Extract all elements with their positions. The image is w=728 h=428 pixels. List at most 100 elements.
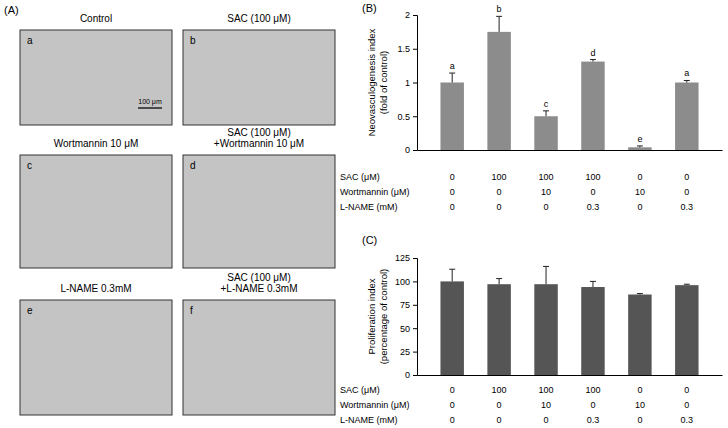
- axis-title: Proliferation index: [366, 278, 377, 354]
- table-value: 0: [497, 202, 502, 212]
- tick-mark: [413, 281, 417, 282]
- micrograph: [183, 300, 335, 415]
- tick: 1: [405, 78, 417, 88]
- table-label: Wortmannin (μM): [340, 400, 410, 410]
- image-panel: SAC (100 μM)b: [183, 13, 335, 125]
- plot-area: [440, 266, 698, 375]
- table-value: 100: [492, 172, 507, 182]
- tick-label: 1.5: [397, 44, 410, 54]
- tick: 100: [395, 277, 417, 287]
- image-letter: c: [27, 160, 32, 171]
- y-axis: 0255075100125: [395, 253, 418, 380]
- table-value: 0: [450, 172, 455, 182]
- axis-line: [413, 16, 418, 151]
- table-label: L-NAME (mM): [340, 415, 398, 425]
- table-label: L-NAME (mM): [340, 202, 398, 212]
- image-panel: Controla100 μm: [20, 13, 172, 125]
- error-bar: [684, 284, 690, 286]
- table-value: 100: [492, 385, 507, 395]
- micrograph: [20, 30, 172, 125]
- error-bar: [496, 16, 502, 32]
- significance-letter: a: [450, 61, 455, 71]
- tick-label: 0.5: [397, 112, 410, 122]
- table-value: 100: [539, 385, 554, 395]
- axis-line: [418, 150, 723, 151]
- table-value: 0: [590, 187, 595, 197]
- tick-label: 100: [395, 277, 410, 287]
- tick-mark: [413, 258, 417, 259]
- error-bar: [543, 111, 549, 116]
- y-axis: 00.511.52: [397, 10, 417, 155]
- significance-letter: d: [590, 48, 595, 58]
- error-cap: [496, 16, 502, 17]
- table-value: 0: [684, 172, 689, 182]
- axis-title: (fold of control): [378, 51, 389, 114]
- table-value: 0: [450, 385, 455, 395]
- table-value: 0: [497, 415, 502, 425]
- tick-mark: [413, 116, 417, 117]
- image-title: +Wortmannin 10 μM: [214, 138, 304, 149]
- significance-letter: e: [637, 134, 642, 144]
- image-letter: f: [190, 305, 193, 316]
- tick-label: 1: [405, 78, 410, 88]
- tick: 0: [405, 145, 417, 155]
- axis-title: Neovasculogenesis index: [366, 28, 377, 136]
- table-value: 0: [684, 400, 689, 410]
- bar: [628, 147, 651, 150]
- table-value: 10: [541, 187, 551, 197]
- tick-mark: [413, 328, 417, 329]
- bar: [675, 285, 698, 375]
- table-value: 100: [585, 385, 600, 395]
- table-value: 10: [635, 187, 645, 197]
- table-value: 0.3: [587, 202, 600, 212]
- error-bar: [590, 60, 596, 62]
- error-bar: [449, 269, 455, 281]
- error-stem: [592, 281, 593, 287]
- tick: 1.5: [397, 44, 417, 54]
- chart: (B)Neovasculogenesis index(fold of contr…: [340, 2, 723, 212]
- error-bar: [684, 80, 690, 82]
- table-value: 0.3: [681, 202, 694, 212]
- table-value: 0: [637, 172, 642, 182]
- error-bar: [590, 281, 596, 287]
- bar: [581, 287, 604, 375]
- error-cap: [637, 145, 643, 146]
- table-value: 0.3: [681, 415, 694, 425]
- table-value: 0: [450, 415, 455, 425]
- table-value: 100: [585, 172, 600, 182]
- tick-label: 25: [400, 347, 410, 357]
- image-panel: SAC (100 μM)+Wortmannin 10 μMd: [183, 127, 335, 268]
- error-cap: [637, 293, 643, 294]
- bar: [675, 83, 698, 151]
- x-axis: [418, 150, 723, 152]
- table-label: Wortmannin (μM): [340, 187, 410, 197]
- bar: [534, 116, 557, 150]
- bar: [487, 32, 510, 150]
- table-value: 0: [544, 415, 549, 425]
- table-value: 0: [450, 400, 455, 410]
- table-value: 0: [637, 415, 642, 425]
- tick: 125: [395, 253, 417, 263]
- table-label: SAC (μM): [340, 172, 380, 182]
- tick-label: 50: [400, 324, 410, 334]
- table-value: 10: [635, 400, 645, 410]
- axis-line: [413, 259, 418, 376]
- micrograph: [20, 155, 172, 268]
- bar: [440, 83, 463, 151]
- error-cap: [449, 269, 455, 270]
- micrograph: [183, 155, 335, 268]
- chart: (C)Proliferation index(percentage of con…: [340, 234, 723, 425]
- bar: [534, 284, 557, 375]
- error-stem: [546, 111, 547, 116]
- table-value: 0: [590, 400, 595, 410]
- error-cap: [543, 266, 549, 267]
- image-panel: Wortmannin 10 μMc: [20, 138, 172, 268]
- error-bar: [637, 293, 643, 295]
- micrograph: [20, 300, 172, 415]
- error-stem: [546, 266, 547, 284]
- bar: [487, 284, 510, 375]
- tick-label: 125: [395, 253, 410, 263]
- tick: 75: [400, 300, 417, 310]
- table-value: 0.3: [587, 415, 600, 425]
- tick-mark: [413, 49, 417, 50]
